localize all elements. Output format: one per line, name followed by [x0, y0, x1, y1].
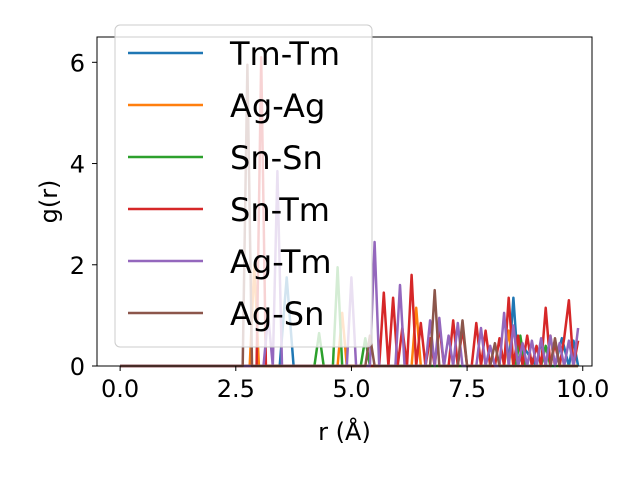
y-axis-label: g(r): [35, 180, 63, 224]
x-tick-label: 10.0: [556, 375, 609, 403]
x-tick-label: 7.5: [448, 375, 486, 403]
legend: Tm-Tm Ag-Ag Sn-Sn Sn-Tm Ag-Tm Ag-Sn: [114, 24, 373, 348]
legend-label: Ag-Sn: [230, 295, 324, 333]
legend-label: Ag-Ag: [230, 87, 325, 125]
x-tick-label: 5.0: [332, 375, 370, 403]
y-tick-label: 4: [70, 151, 85, 179]
legend-label: Tm-Tm: [229, 35, 340, 73]
x-axis-label: r (Å): [318, 417, 371, 446]
x-tick-label: 0.0: [101, 375, 139, 403]
y-tick-label: 2: [70, 252, 85, 280]
y-axis: 0 2 4 6: [70, 49, 97, 381]
y-tick-label: 0: [70, 353, 85, 381]
x-tick-label: 2.5: [217, 375, 255, 403]
y-tick-label: 6: [70, 49, 85, 77]
legend-label: Sn-Sn: [230, 139, 323, 177]
legend-label: Ag-Tm: [230, 243, 332, 281]
x-axis: 0.0 2.5 5.0 7.5 10.0: [101, 366, 609, 403]
legend-label: Sn-Tm: [230, 191, 330, 229]
